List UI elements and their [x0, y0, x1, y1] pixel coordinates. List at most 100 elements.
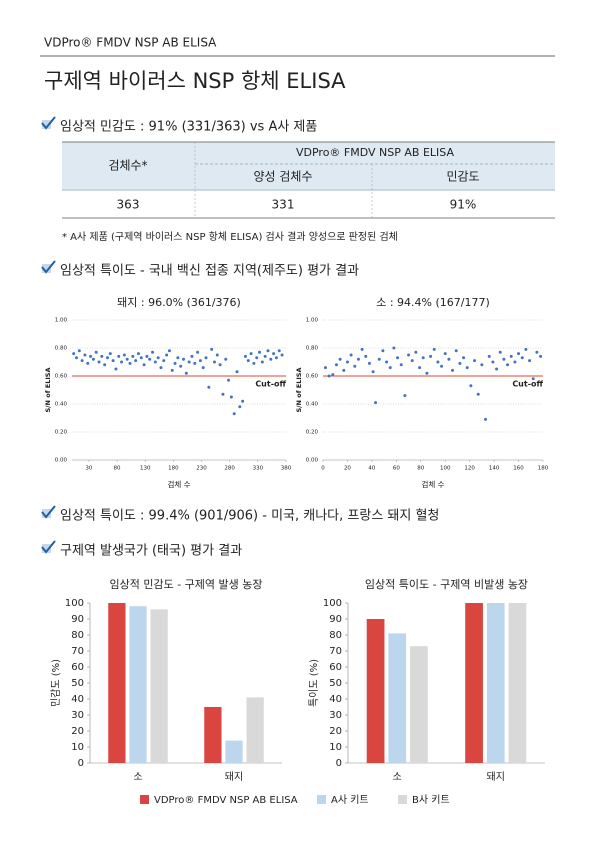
- data-point: [224, 357, 228, 361]
- y-tick-label: 0.40: [306, 402, 319, 408]
- x-tick-label: 180: [168, 466, 179, 472]
- data-point: [385, 360, 389, 364]
- y-axis-label: 특이도 (%): [308, 659, 320, 707]
- legend-swatch: [317, 795, 326, 804]
- data-point: [429, 354, 433, 358]
- y-tick-label: 40: [71, 694, 84, 705]
- data-point: [218, 363, 222, 367]
- data-point: [399, 363, 403, 367]
- data-point: [498, 350, 502, 354]
- data-point: [75, 356, 79, 360]
- data-point: [258, 350, 262, 354]
- data-point: [94, 350, 98, 354]
- bar: [129, 606, 147, 763]
- y-tick-label: 0.60: [55, 374, 68, 380]
- data-point: [167, 349, 171, 353]
- y-tick-label: 0.00: [55, 458, 68, 464]
- chart-title: 임상적 민감도 - 구제역 발생 농장: [109, 578, 262, 591]
- data-point: [487, 354, 491, 358]
- data-point: [356, 357, 360, 361]
- bar: [204, 707, 222, 763]
- data-point: [421, 356, 425, 360]
- y-tick-label: 0: [78, 758, 84, 769]
- data-point: [190, 354, 194, 358]
- bar: [108, 603, 126, 763]
- data-point: [170, 368, 174, 372]
- data-point: [440, 364, 444, 368]
- data-point: [77, 349, 81, 353]
- table-header-cell: 양성 검체수: [253, 170, 312, 184]
- check-icon: [41, 505, 56, 519]
- section-heading: 임상적 특이도 : 99.4% (901/906) - 미국, 캐나다, 프랑스…: [60, 509, 439, 524]
- data-point: [131, 354, 135, 358]
- data-point: [349, 353, 353, 357]
- data-point: [458, 361, 462, 365]
- y-tick-label: 80: [329, 630, 342, 641]
- data-point: [125, 357, 129, 361]
- legend-swatch: [398, 795, 407, 804]
- data-point: [241, 399, 245, 403]
- data-point: [212, 360, 216, 364]
- data-point: [432, 347, 436, 351]
- data-point: [280, 353, 284, 357]
- y-tick-label: 30: [71, 710, 84, 721]
- data-point: [407, 353, 411, 357]
- data-point: [249, 352, 253, 356]
- data-point: [266, 349, 270, 353]
- data-point: [117, 354, 121, 358]
- data-point: [539, 354, 543, 358]
- data-point: [367, 361, 371, 365]
- data-point: [221, 392, 225, 396]
- data-point: [520, 356, 524, 360]
- chart-title: 돼지 : 96.0% (361/376): [117, 296, 241, 309]
- data-point: [345, 360, 349, 364]
- x-tick-label: 100: [440, 466, 451, 472]
- data-point: [108, 352, 112, 356]
- data-point: [360, 347, 364, 351]
- data-point: [260, 360, 264, 364]
- y-axis-label: S/N of ELISA: [44, 367, 52, 412]
- data-point: [491, 360, 495, 364]
- data-point: [145, 354, 149, 358]
- data-point: [227, 378, 231, 382]
- x-tick-label: 소: [133, 771, 142, 783]
- data-point: [513, 360, 517, 364]
- data-point: [353, 364, 357, 368]
- data-point: [105, 356, 109, 360]
- data-point: [371, 370, 375, 374]
- cutoff-label: Cut-off: [512, 380, 543, 389]
- data-point: [184, 371, 188, 375]
- data-point: [91, 357, 95, 361]
- x-tick-label: 0: [321, 466, 325, 472]
- data-point: [364, 354, 368, 358]
- data-point: [100, 354, 104, 358]
- data-point: [528, 359, 532, 363]
- data-point: [176, 356, 180, 360]
- table-cell: 91%: [450, 198, 477, 212]
- data-point: [418, 366, 422, 370]
- data-point: [374, 401, 378, 405]
- y-tick-label: 0: [336, 758, 342, 769]
- data-point: [269, 357, 273, 361]
- y-tick-label: 1.00: [55, 318, 68, 324]
- data-point: [443, 352, 447, 356]
- data-point: [495, 367, 499, 371]
- data-point: [246, 359, 250, 363]
- data-point: [162, 359, 166, 363]
- y-tick-label: 0.80: [55, 346, 68, 352]
- data-point: [89, 354, 93, 358]
- x-axis-label: 검체 수: [167, 479, 190, 489]
- data-point: [207, 385, 211, 389]
- data-point: [165, 353, 169, 357]
- data-point: [196, 350, 200, 354]
- x-tick-label: 돼지: [225, 771, 243, 783]
- data-point: [535, 350, 539, 354]
- y-tick-label: 90: [71, 614, 84, 625]
- data-point: [436, 360, 440, 364]
- table-cell: 331: [272, 198, 295, 212]
- data-point: [462, 356, 466, 360]
- data-point: [403, 394, 407, 398]
- x-tick-label: 40: [368, 466, 375, 472]
- data-point: [255, 356, 259, 360]
- table-header-cell: 검체수*: [108, 159, 147, 173]
